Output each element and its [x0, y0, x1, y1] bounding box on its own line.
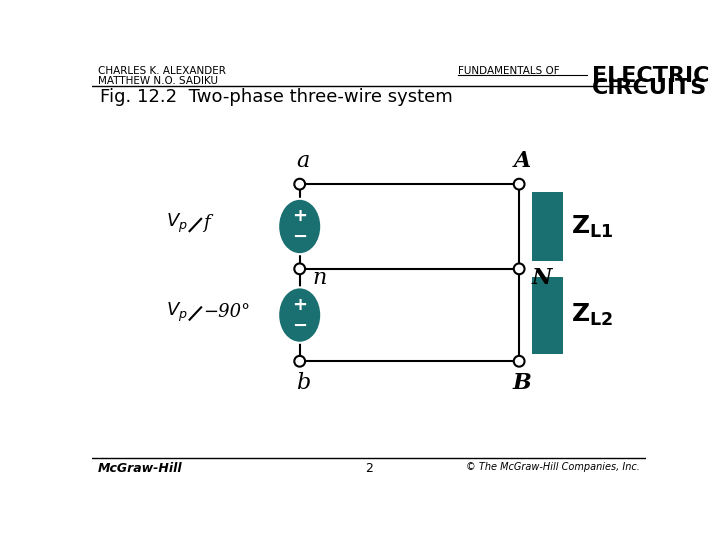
Ellipse shape: [278, 287, 321, 343]
Text: CHARLES K. ALEXANDER: CHARLES K. ALEXANDER: [98, 66, 226, 76]
Text: f: f: [203, 214, 210, 232]
Circle shape: [514, 179, 525, 190]
Text: 2: 2: [365, 462, 373, 475]
Text: $\bf{Z}_{L1}$: $\bf{Z}_{L1}$: [571, 213, 613, 240]
Ellipse shape: [278, 199, 321, 254]
Text: −: −: [292, 228, 307, 246]
Text: McGraw-Hill: McGraw-Hill: [98, 462, 183, 475]
Circle shape: [294, 264, 305, 274]
Text: a: a: [296, 150, 310, 172]
Text: Fig. 12.2  Two-phase three-wire system: Fig. 12.2 Two-phase three-wire system: [99, 88, 452, 106]
Circle shape: [514, 264, 525, 274]
Text: $V_p$: $V_p$: [166, 300, 188, 323]
Text: b: b: [296, 372, 310, 394]
Text: CIRCUITS: CIRCUITS: [592, 78, 707, 98]
Circle shape: [514, 356, 525, 367]
Text: $V_p$: $V_p$: [166, 212, 188, 235]
Text: N: N: [531, 267, 552, 289]
Text: −90°: −90°: [203, 303, 250, 321]
Text: +: +: [292, 296, 307, 314]
Bar: [532, 276, 563, 354]
Text: +: +: [292, 207, 307, 226]
Text: A: A: [513, 150, 531, 172]
Text: FUNDAMENTALS OF: FUNDAMENTALS OF: [457, 65, 559, 76]
Text: −: −: [292, 317, 307, 335]
Circle shape: [294, 179, 305, 190]
Text: $\bf{Z}_{L2}$: $\bf{Z}_{L2}$: [571, 302, 613, 328]
Text: B: B: [513, 372, 531, 394]
Text: MATTHEW N.O. SADIKU: MATTHEW N.O. SADIKU: [98, 76, 218, 85]
Text: n: n: [312, 267, 326, 289]
Bar: [532, 192, 563, 261]
Text: © The McGraw-Hill Companies, Inc.: © The McGraw-Hill Companies, Inc.: [466, 462, 640, 472]
Circle shape: [294, 356, 305, 367]
Text: ELECTRIC: ELECTRIC: [592, 65, 709, 85]
